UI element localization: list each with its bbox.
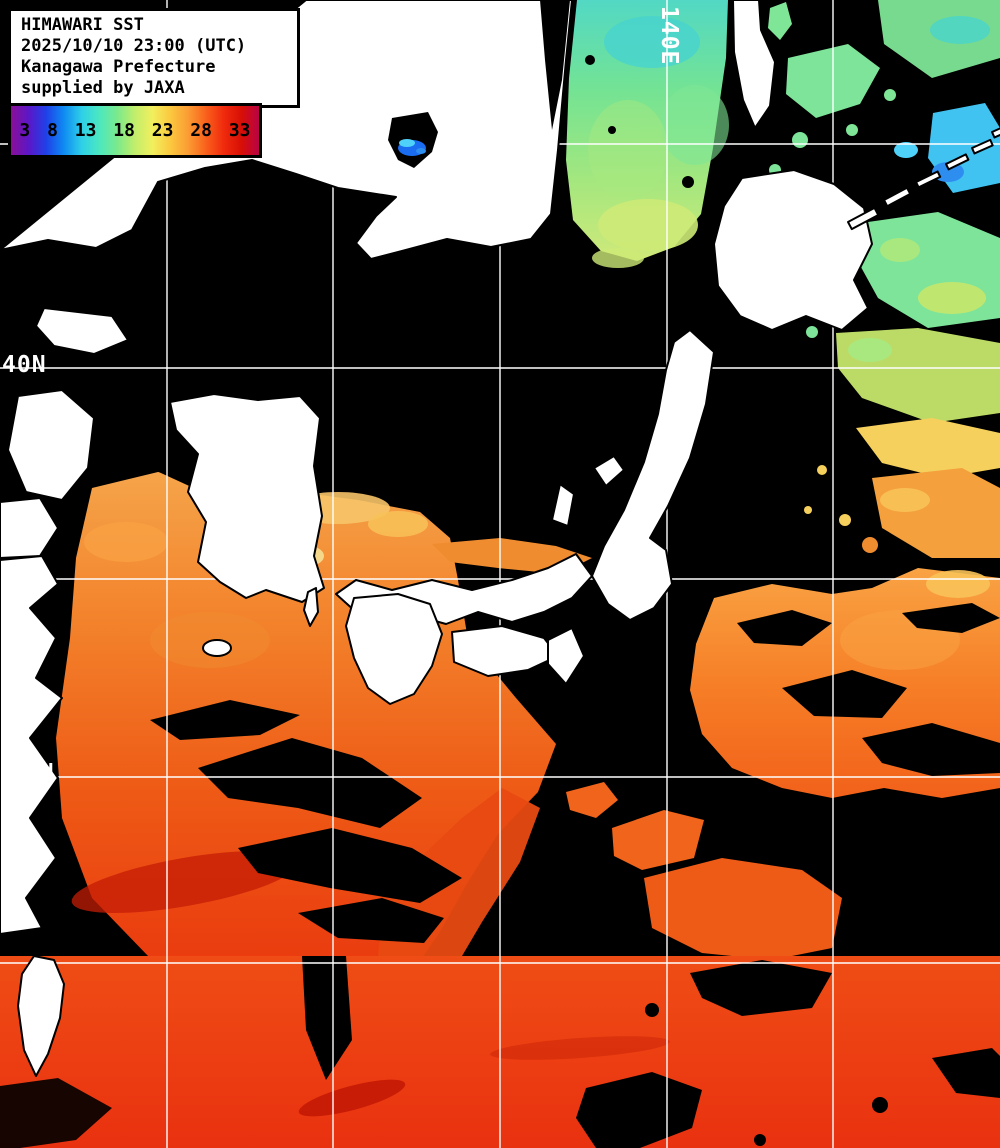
- sakhalin-land: [732, 0, 776, 129]
- title-box: HIMAWARI SST 2025/10/10 23:00 (UTC) Kana…: [8, 8, 300, 108]
- colorbar-tick: 3: [19, 120, 31, 141]
- title-product: HIMAWARI SST: [21, 15, 144, 35]
- korea-land: [169, 393, 325, 603]
- china-coast-land: [0, 555, 63, 935]
- colorbar-tick: 28: [190, 120, 212, 141]
- title-timestamp: 2025/10/10 23:00 (UTC): [21, 36, 247, 56]
- continent-land: [0, 0, 573, 260]
- title-credit: supplied by JAXA: [21, 78, 185, 98]
- lake-khanka: [388, 112, 438, 168]
- taiwan-land: [17, 955, 65, 1077]
- colorbar-gradient: 3 8 13 18 23 28 33: [11, 106, 259, 155]
- shikoku-land: [451, 625, 559, 677]
- hokkaido-land: [713, 169, 873, 331]
- title-region: Kanagawa Prefecture: [21, 57, 216, 77]
- sst-north-japan-sea: [566, 0, 728, 261]
- land-detail-layer: [79, 0, 570, 305]
- colorbar-legend: 3 8 13 18 23 28 33: [8, 103, 262, 158]
- land-layer: [0, 0, 1000, 1077]
- colorbar-tick: 18: [113, 120, 135, 141]
- kii-peninsula: [547, 627, 585, 685]
- kuril-islands: [846, 123, 1000, 231]
- jeju-island: [202, 639, 232, 657]
- sado-island: [593, 455, 625, 487]
- honshu-land: [591, 329, 715, 621]
- colorbar-tick: 33: [228, 120, 251, 141]
- lat-label-40n: 40N: [2, 352, 47, 378]
- lat-label-30n: 30N: [10, 760, 55, 786]
- colorbar-tick: 8: [47, 120, 58, 141]
- tsushima-island: [303, 587, 319, 627]
- noto-peninsula: [551, 483, 575, 527]
- colorbar-tick: 13: [74, 120, 97, 141]
- lon-label-140e: 140E: [656, 6, 682, 65]
- cloud-layer: [0, 55, 1000, 1148]
- kyushu-land: [345, 593, 443, 705]
- colorbar-tick: 23: [151, 120, 174, 141]
